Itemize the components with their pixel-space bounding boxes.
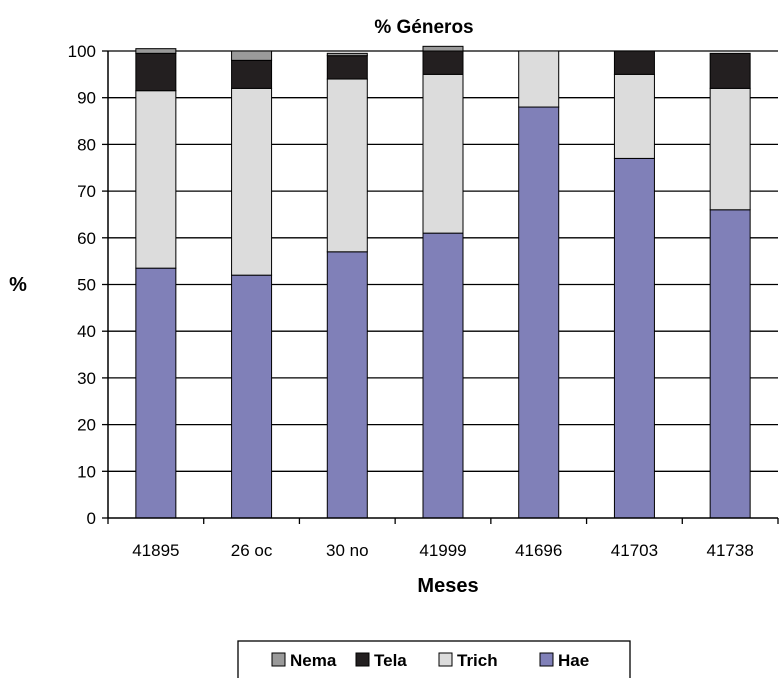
bar-trich-6 (709, 87, 751, 211)
chart-title: % Géneros (374, 17, 473, 38)
y-tick-label: 70 (77, 182, 96, 201)
y-tick-label: 90 (77, 89, 96, 108)
bar-tela-3 (422, 50, 464, 75)
y-tick-label: 100 (68, 42, 96, 61)
bar-hae-2 (326, 251, 368, 519)
y-tick-label: 10 (77, 462, 96, 481)
legend-swatch-trich (438, 652, 453, 667)
legend-swatch-tela (355, 652, 370, 667)
x-tick-label: 41703 (611, 541, 658, 560)
bar-nema-3 (422, 45, 464, 52)
bar-trich-4 (518, 50, 560, 108)
bar-hae-1 (231, 274, 273, 519)
bar-tela-1 (231, 59, 273, 89)
legend-swatch-hae (539, 652, 554, 667)
legend: Nema Tela Trich Hae (237, 640, 631, 680)
legend-label-nema: Nema (290, 651, 337, 670)
x-tick-label: 41696 (515, 541, 562, 560)
bar-hae-0 (135, 267, 177, 519)
bar-tela-6 (709, 52, 751, 89)
x-tick-label: 30 no (326, 541, 369, 560)
bar-nema-1 (231, 50, 273, 61)
legend-swatch-nema (271, 652, 286, 667)
y-tick-label: 50 (77, 276, 96, 295)
bar-hae-5 (613, 157, 655, 519)
bar-hae-3 (422, 232, 464, 519)
legend-label-tela: Tela (374, 651, 407, 670)
bar-tela-0 (135, 52, 177, 92)
bar-trich-2 (326, 78, 368, 253)
legend-label-trich: Trich (457, 651, 498, 670)
bar-tela-2 (326, 55, 368, 80)
bar-tela-5 (613, 50, 655, 75)
y-tick-label: 20 (77, 416, 96, 435)
bar-trich-5 (613, 73, 655, 159)
y-tick-label: 30 (77, 369, 96, 388)
bar-trich-0 (135, 90, 177, 269)
legend-box (237, 640, 631, 680)
bar-nema-2 (326, 52, 368, 57)
legend-label-hae: Hae (558, 651, 589, 670)
bar-hae-6 (709, 209, 751, 519)
y-tick-label: 0 (87, 509, 96, 528)
bar-trich-3 (422, 73, 464, 234)
y-tick-label: 80 (77, 135, 96, 154)
x-axis-title: Meses (417, 575, 478, 597)
axes: 0 10 20 30 40 50 60 70 80 90 100 41895 26 oc 30 no 419… (68, 42, 779, 560)
bar-hae-4 (518, 106, 560, 519)
bar-nema-0 (135, 48, 177, 54)
y-axis-title: % (9, 274, 27, 296)
y-tick-label: 60 (77, 229, 96, 248)
x-tick-label: 41999 (419, 541, 466, 560)
x-tick-label: 41738 (707, 541, 754, 560)
x-tick-label: 41895 (132, 541, 179, 560)
y-tick-label: 40 (77, 322, 96, 341)
bar-trich-1 (231, 87, 273, 276)
bars (135, 45, 751, 519)
x-tick-label: 26 oc (231, 541, 273, 560)
